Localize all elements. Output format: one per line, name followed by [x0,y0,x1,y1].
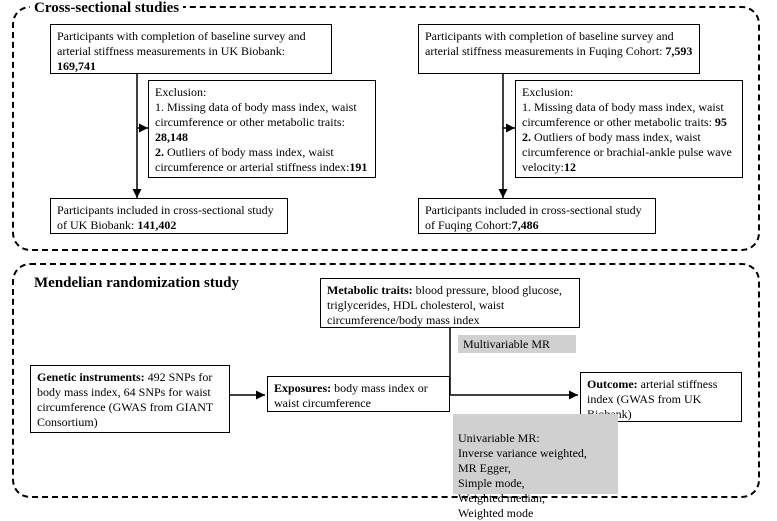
fq-end-n: 7,486 [512,218,539,232]
uk-excl-head: Exclusion: [155,85,369,100]
uk-excl1a: 1. Missing data of body mass index, wais… [155,100,357,129]
metabolic-label: Metabolic traits: [327,283,413,297]
fq-start-box: Participants with completion of baseline… [418,24,700,74]
uk-excl2a: 2. [155,145,164,159]
fq-excl2b: Outliers of body mass index, waist circu… [522,130,732,174]
uk-exclusion-box: Exclusion: 1. Missing data of body mass … [148,80,376,178]
uk-end-box: Participants included in cross-sectional… [50,198,288,234]
fq-excl1a: 1. Missing data of body mass index, wais… [522,100,724,129]
univar-lines: Inverse variance weighted, MR Egger, Sim… [458,446,587,520]
cross-sectional-title: Cross-sectional studies [30,0,183,17]
instruments-label: Genetic instruments: [37,370,145,384]
fq-start-n: 7,593 [665,44,692,58]
instruments-box: Genetic instruments: 492 SNPs for body m… [30,365,230,433]
exposures-label: Exposures: [274,381,331,395]
mr-title: Mendelian randomization study [30,275,243,292]
uk-excl2n: 191 [349,160,367,174]
exposures-box: Exposures: body mass index or waist circ… [267,376,450,412]
fq-excl2n: 12 [564,160,576,174]
univar-head: Univariable MR: [458,431,540,445]
uk-start-text: Participants with completion of baseline… [57,29,306,58]
fq-excl2a: 2. [522,130,531,144]
multivar-label: Multivariable MR [458,335,576,353]
outcome-label: Outcome: [587,377,638,391]
metabolic-box: Metabolic traits: blood pressure, blood … [320,278,580,328]
uk-excl1n: 28,148 [155,130,188,144]
uk-start-n: 169,741 [57,59,96,73]
fq-start-text: Participants with completion of baseline… [425,29,674,58]
fq-end-box: Participants included in cross-sectional… [418,198,656,234]
fq-excl-head: Exclusion: [522,85,736,100]
fq-exclusion-box: Exclusion: 1. Missing data of body mass … [515,80,743,178]
uk-end-n: 141,402 [137,218,176,232]
uk-excl2b: Outliers of body mass index, waist circu… [155,145,349,174]
uk-start-box: Participants with completion of baseline… [50,24,332,74]
fq-excl1n: 95 [715,115,727,129]
univar-block: Univariable MR: Inverse variance weighte… [453,414,618,494]
